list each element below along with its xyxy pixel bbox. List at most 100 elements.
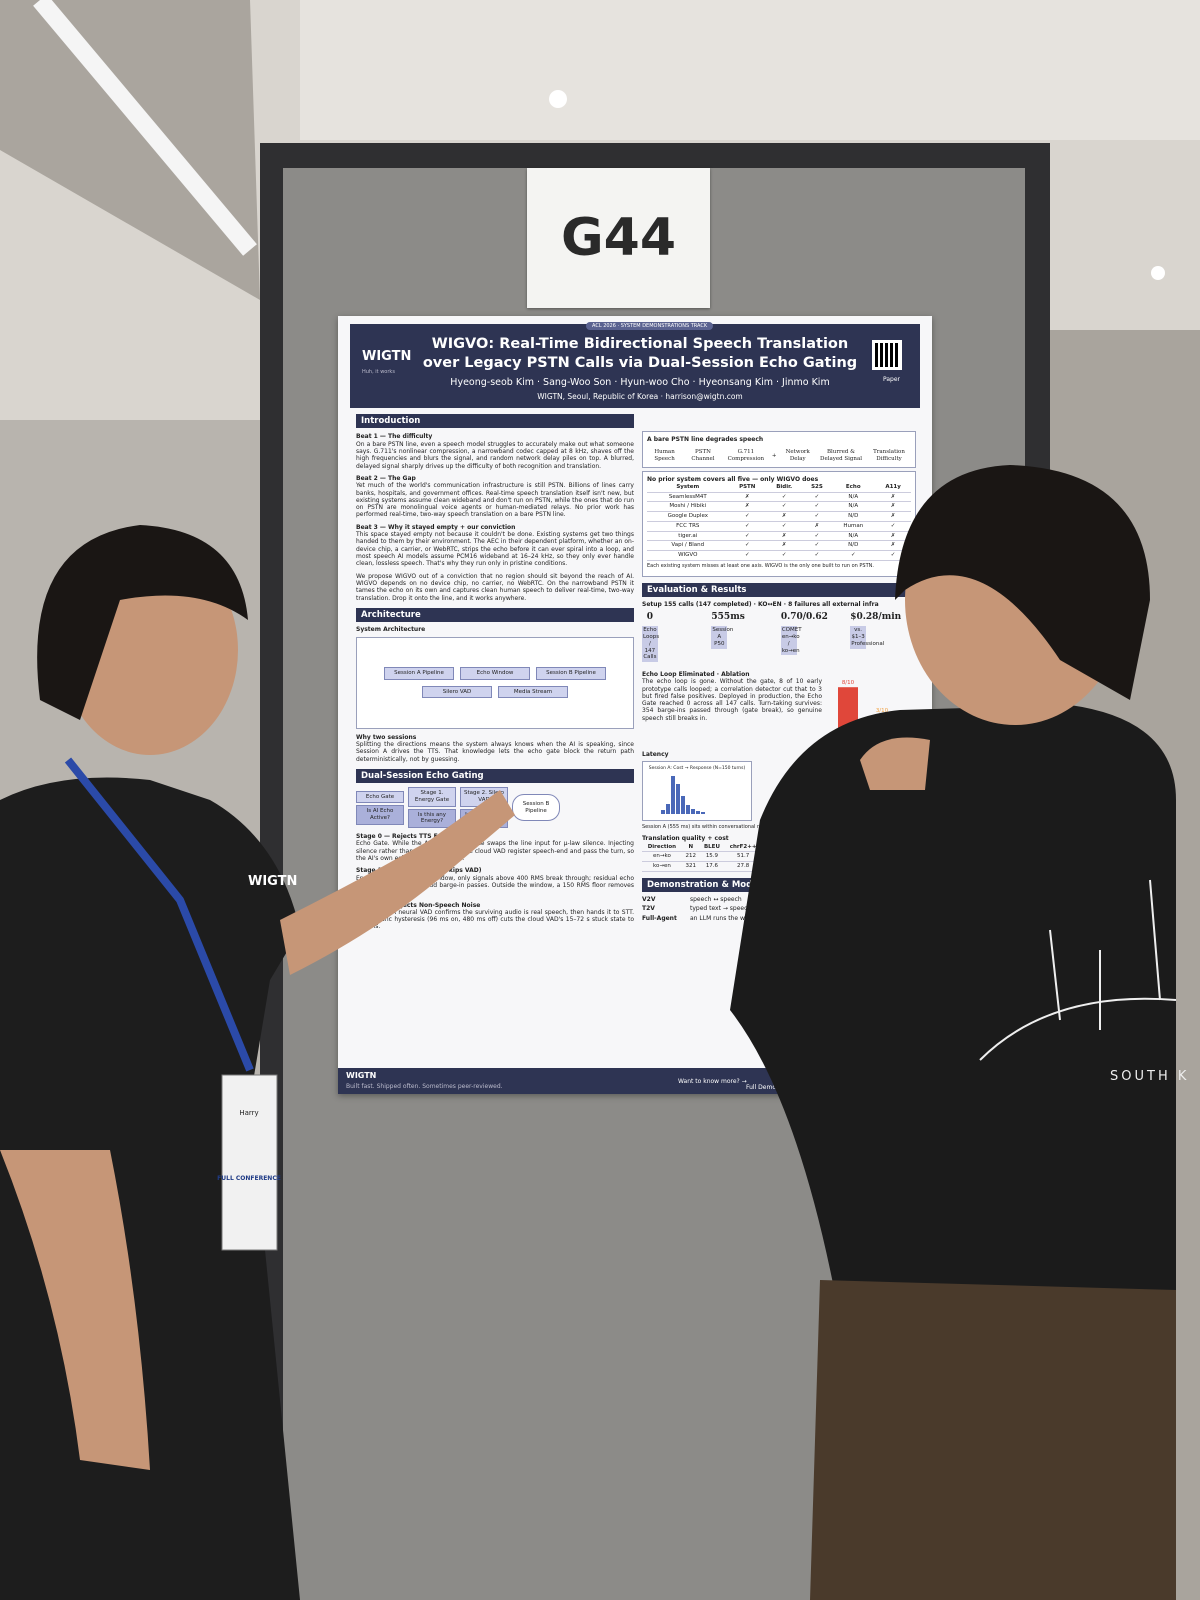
- table-row: Google Duplex ✓ ✗ ✓ N/D ✗: [647, 511, 911, 522]
- flow-node: Network Delay: [785, 449, 810, 463]
- setup: Setup 155 calls (147 completed) · KO↔EN …: [642, 601, 879, 609]
- bar-label: 3/10: [876, 708, 889, 714]
- stage-flow: Echo Gate Is AI Echo Active? Stage 1. Ener…: [356, 787, 634, 829]
- table-row: WIGVO ✓ ✓ ✓ ✓ ✓: [647, 550, 911, 561]
- table-cell: N/D: [831, 511, 876, 522]
- column-header: S2S: [802, 483, 832, 493]
- bar: [872, 715, 892, 732]
- table-note: Each existing system misses at least one…: [647, 562, 874, 569]
- table-cell: Moshi / Hibiki: [647, 501, 729, 513]
- right-column: A bare PSTN line degrades speech Human Sp…: [642, 428, 916, 924]
- table-cell: N/D: [831, 540, 876, 551]
- mode-text: speech ↔ speech: [690, 896, 742, 904]
- table-cell: Human: [831, 521, 876, 532]
- histogram-shape: [661, 810, 665, 815]
- qr-code: [872, 340, 902, 370]
- why-title: Why two sessions: [356, 733, 417, 741]
- table-cell: en→ko: [642, 851, 682, 863]
- stage-text: Energy Gate. Inside the window, only sig…: [356, 874, 634, 897]
- table-cell: ✓: [765, 492, 803, 503]
- ablation-chart: 8/10 No Gate 3/10: [837, 680, 892, 742]
- latency-title: Latency: [642, 750, 669, 758]
- metric: $0.28/min vs. $1–3 Professional: [850, 612, 916, 661]
- ablation: Echo Loop Eliminated · Ablation The echo …: [642, 666, 916, 746]
- column-header: chrF2++: [724, 842, 762, 853]
- chart-title: Session A: Cost → Response (N=150 turns): [648, 766, 746, 772]
- mode-text: typed text → speech: [690, 905, 752, 913]
- column-header: BLEU: [699, 842, 725, 853]
- column-header: PSTN: [728, 483, 766, 493]
- column-header: A11y: [875, 483, 911, 493]
- footer-cta: Want to know more? →: [678, 1078, 747, 1085]
- title: over Legacy PSTN Calls via Dual-Session …: [422, 355, 858, 371]
- latency-caption: Session A (555 ms) sits within conversat…: [642, 824, 865, 831]
- column-header: Bidir.: [765, 483, 803, 493]
- poster-header: ACL 2026 · SYSTEM DEMONSTRATIONS TRACK W…: [350, 322, 920, 408]
- table-cell: ✓: [728, 521, 766, 532]
- stage-title: Stage 0 — Rejects TTS Echo: [356, 833, 450, 841]
- table-cell: ✓: [802, 540, 832, 551]
- histogram-shape: [681, 796, 685, 815]
- table-cell: FCC TRS: [647, 521, 729, 532]
- table-row: en→ko 212 15.9 51.7: [642, 851, 762, 863]
- metric-value: 0.70/0.62: [780, 612, 828, 623]
- metric: 0 Echo Loops / 147 Calls: [642, 612, 708, 662]
- column-header: Echo: [831, 483, 876, 493]
- mode-name: Full-Agent: [642, 914, 677, 922]
- histogram-shape: [671, 776, 675, 815]
- beat-title: Beat 2 — The Gap: [356, 474, 416, 482]
- metric: 0.70/0.62 COMET en→ko / ko→en: [780, 612, 847, 661]
- footer-link: GitHub Repo: [820, 1084, 858, 1091]
- beat-title: Beat 3 — Why it stayed empty + our convi…: [356, 523, 516, 531]
- diagram-node: Session B Pipeline: [536, 666, 606, 680]
- table-cell: ✓: [831, 550, 876, 561]
- stage-question: Is AI Echo Active?: [356, 805, 404, 825]
- stage-label: Stage 1. Energy Gate: [408, 787, 456, 807]
- diagram-node: Echo Window: [460, 666, 530, 680]
- stage-title: Stage 2 — Rejects Non-Speech Noise: [356, 901, 481, 909]
- booth-sign: G44: [527, 168, 710, 308]
- ablation-title: Echo Loop Eliminated · Ablation: [642, 670, 750, 678]
- stage: Stage 2. Silero VAD Is this Human Speech?: [460, 787, 508, 829]
- metrics: 0 Echo Loops / 147 Calls 555ms Session A P5…: [642, 612, 916, 662]
- diagram-node: Silero VAD: [422, 685, 492, 699]
- footer-link: 2-min Overview: [778, 1084, 826, 1091]
- section-heading: Architecture: [356, 607, 634, 623]
- comparison-table: System PSTN Bidir. S2S Echo A11y SeamlessM4T ✗ ✓…: [647, 483, 911, 561]
- latency-chart: Session A: Cost → Response (N=150 turns): [642, 761, 752, 822]
- histogram-shape: [696, 811, 700, 815]
- tagline: Huh, it works: [362, 369, 395, 375]
- flow-node: +: [771, 452, 777, 459]
- table-cell: ✗: [728, 492, 766, 503]
- histogram-shape: [676, 784, 680, 815]
- beat-text: Yet much of the world's communication in…: [356, 482, 634, 519]
- table-cell: WIGVO: [647, 550, 729, 561]
- degradation-flow: Human Speech PSTN Channel G.711 Compressio…: [647, 449, 911, 462]
- metric-value: 555ms: [711, 612, 745, 623]
- logo: WIGTN: [362, 349, 412, 364]
- table-cell: N/A: [831, 501, 876, 513]
- table-cell: ✓: [728, 511, 766, 522]
- table-cell: 27.8: [724, 861, 762, 872]
- quality-title: Translation quality + cost: [642, 835, 729, 843]
- comparison-box: No prior system covers all five — only W…: [642, 470, 916, 577]
- table-header-row: System PSTN Bidir. S2S Echo A11y: [647, 483, 911, 493]
- table-row: ko→en 321 17.6 27.8: [642, 861, 762, 872]
- mode: T2V typed text → speech: [642, 905, 916, 912]
- mode-name: V2V: [642, 896, 656, 904]
- stage-title: Stage 1 — Reject Silence (Skips VAD): [356, 867, 482, 875]
- table-cell: tiger.ai: [647, 531, 729, 542]
- table-header-row: Direction N BLEU chrF2++: [642, 842, 762, 853]
- column-header: Direction: [642, 842, 682, 853]
- authors: Hyeong-seob Kim · Sang-Woo Son · Hyun-wo…: [450, 377, 830, 388]
- table-cell: ✓: [802, 501, 832, 513]
- table-cell: ✓: [765, 521, 803, 532]
- bar: [838, 687, 858, 732]
- table-cell: ✗: [875, 501, 911, 513]
- beat-text: On a bare PSTN line, even a speech model…: [356, 440, 634, 470]
- table-cell: ✓: [802, 550, 832, 561]
- mode: V2V speech ↔ speech: [642, 896, 916, 903]
- table-row: FCC TRS ✓ ✓ ✗ Human ✓: [647, 521, 911, 532]
- histogram-shape: [686, 805, 690, 815]
